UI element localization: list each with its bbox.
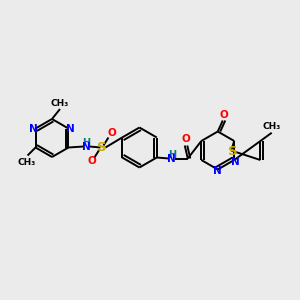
Text: CH₃: CH₃ (17, 158, 36, 167)
Text: N: N (82, 142, 91, 152)
Text: H: H (82, 137, 91, 148)
Text: O: O (107, 128, 116, 139)
Text: CH₃: CH₃ (262, 122, 281, 131)
Text: CH₃: CH₃ (51, 98, 69, 107)
Text: H: H (168, 149, 176, 160)
Text: O: O (219, 110, 228, 119)
Text: N: N (213, 167, 222, 176)
Text: N: N (29, 124, 38, 134)
Text: N: N (231, 157, 240, 167)
Text: N: N (167, 154, 176, 164)
Text: S: S (228, 145, 238, 158)
Text: O: O (87, 157, 96, 166)
Text: S: S (97, 141, 106, 154)
Text: O: O (182, 134, 190, 145)
Text: N: N (66, 124, 75, 134)
